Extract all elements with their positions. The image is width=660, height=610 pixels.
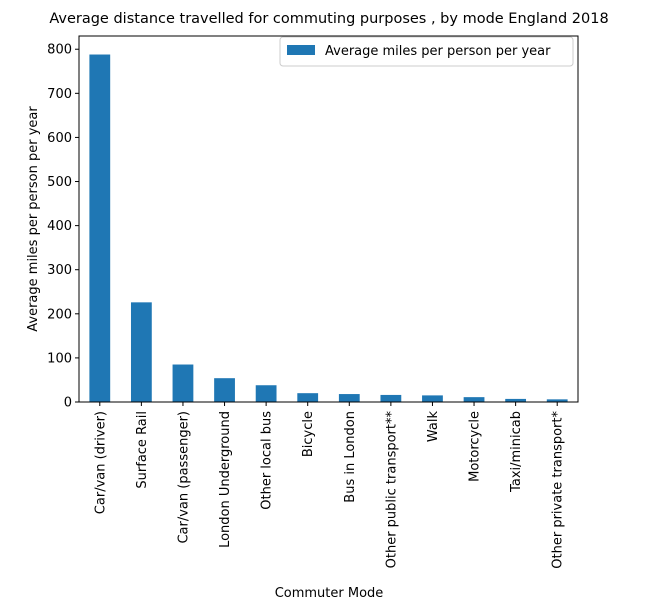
chart-title: Average distance travelled for commuting…: [49, 11, 608, 27]
x-tick-label: Car/van (passenger): [177, 411, 192, 544]
y-tick-label: 200: [47, 307, 72, 322]
bar: [422, 395, 443, 402]
y-tick-label: 700: [47, 87, 72, 102]
bar: [297, 393, 319, 402]
bar: [89, 54, 111, 403]
x-tick-label: Surface Rail: [135, 411, 150, 489]
y-tick-label: 100: [47, 351, 72, 366]
bar: [214, 378, 235, 402]
x-tick-label: Car/van (driver): [93, 411, 108, 514]
x-tick-label: Taxi/minicab: [509, 411, 524, 493]
x-tick-label: Other private transport*: [551, 411, 566, 569]
y-tick-label: 400: [47, 219, 72, 234]
y-tick-label: 500: [47, 175, 72, 190]
y-tick-label: 300: [47, 263, 72, 278]
y-tick-label: 0: [64, 396, 72, 411]
bar: [463, 397, 485, 402]
bar: [505, 398, 527, 402]
x-tick-label: Bicycle: [301, 411, 316, 457]
x-tick-label: Walk: [426, 411, 441, 443]
bar: [255, 385, 277, 402]
x-axis-label: Commuter Mode: [275, 586, 384, 601]
y-axis-label: Average miles per person per year: [26, 106, 41, 332]
bar: [130, 302, 152, 402]
legend-frame: [279, 36, 574, 67]
y-tick-label: 600: [47, 131, 72, 146]
legend-swatch: [287, 45, 315, 55]
bar: [546, 399, 568, 402]
bar: [380, 394, 402, 402]
legend: Average miles per person per year: [279, 36, 574, 67]
x-tick-label: Bus in London: [343, 411, 358, 503]
x-tick-label: Other public transport**: [384, 411, 399, 569]
plot-frame: [78, 35, 579, 403]
x-tick-label: Other local bus: [260, 411, 275, 510]
x-tick-label: London Underground: [218, 411, 233, 548]
bar: [172, 364, 194, 402]
legend-label: Average miles per person per year: [325, 44, 551, 59]
x-tick-label: Motorcycle: [468, 411, 483, 482]
bar: [338, 394, 360, 402]
y-tick-label: 800: [47, 43, 72, 58]
